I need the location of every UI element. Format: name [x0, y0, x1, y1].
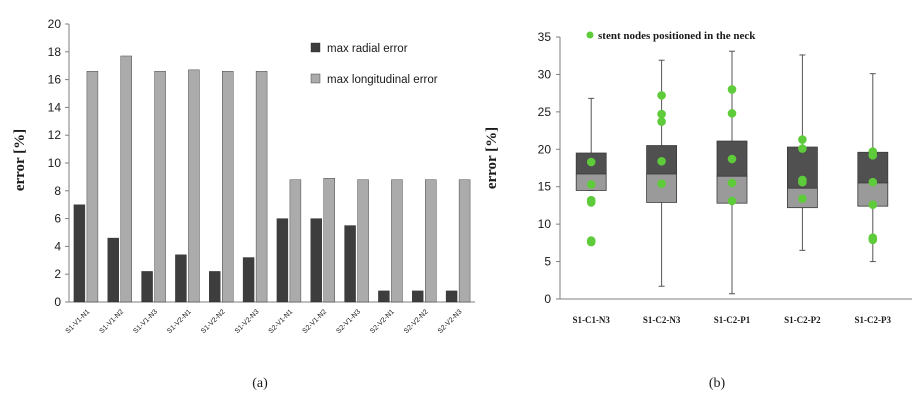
bar-longitudinal-error	[357, 179, 369, 303]
y-tick-label-a: 2	[54, 267, 61, 281]
bar-radial-error	[310, 218, 322, 303]
y-tick-label-b: 25	[538, 105, 552, 119]
bar-radial-error	[242, 257, 255, 303]
stent-node-point	[586, 198, 596, 207]
stent-node-point	[727, 85, 737, 94]
bar-longitudinal-error	[86, 71, 99, 303]
stent-node-point	[798, 144, 807, 153]
y-tick-label-a: 14	[48, 100, 62, 114]
bar-radial-error	[445, 290, 458, 303]
box-lower-quartile	[646, 173, 677, 203]
panel-label-a: (a)	[252, 376, 268, 391]
x-tick-label-b: S1-C2-P1	[714, 315, 751, 325]
bar-longitudinal-error	[154, 71, 166, 303]
bar-longitudinal-error	[120, 55, 132, 303]
stent-node-point	[657, 179, 666, 189]
stent-node-point	[657, 109, 666, 119]
stent-node-point	[798, 177, 807, 187]
y-tick-label-b: 30	[538, 67, 552, 81]
stent-node-point	[727, 196, 737, 206]
bar-radial-error	[276, 218, 289, 303]
y-tick-label-b: 10	[538, 217, 552, 231]
bar-longitudinal-error	[255, 71, 268, 303]
y-tick-label-a: 8	[54, 184, 61, 198]
stent-node-point	[727, 154, 737, 164]
legend-marker-nodes	[586, 31, 594, 39]
stent-node-point	[657, 91, 666, 100]
bar-longitudinal-error	[289, 179, 302, 303]
y-tick-label-b: 35	[538, 30, 552, 44]
stent-node-point	[868, 200, 878, 209]
bar-longitudinal-error	[425, 179, 437, 303]
y-axis-title-b: error [%]	[484, 127, 500, 189]
stent-node-point	[657, 117, 666, 126]
bar-longitudinal-error	[391, 179, 403, 303]
legend-swatch-longitudinal	[310, 73, 321, 84]
stent-node-point	[586, 237, 596, 247]
bar-radial-error	[175, 254, 187, 303]
y-tick-label-a: 16	[48, 73, 62, 87]
y-tick-label-b: 5	[544, 255, 551, 269]
bar-longitudinal-error	[188, 69, 200, 303]
x-tick-label-b: S1-C2-N3	[643, 315, 681, 325]
y-tick-label-a: 6	[54, 212, 61, 226]
y-tick-label-a: 12	[48, 128, 62, 142]
bar-radial-error	[412, 290, 424, 303]
x-tick-label-b: S1-C2-P3	[855, 315, 892, 325]
stent-node-point	[727, 109, 737, 118]
stent-node-point	[868, 177, 878, 187]
stent-node-point	[868, 235, 878, 245]
y-tick-label-a: 0	[54, 295, 61, 309]
y-tick-label-b: 20	[538, 142, 552, 156]
x-tick-label-b: S1-C1-N3	[572, 315, 610, 325]
bar-radial-error	[378, 290, 390, 303]
stent-node-point	[586, 157, 596, 167]
bar-longitudinal-error	[323, 178, 335, 303]
y-tick-label-a: 4	[54, 239, 61, 253]
bar-longitudinal-error	[222, 71, 234, 303]
bar-longitudinal-error	[458, 179, 471, 303]
y-tick-label-b: 0	[544, 292, 551, 306]
y-axis-title-a: error [%]	[12, 129, 28, 191]
stent-node-point	[586, 180, 596, 189]
stent-node-point	[798, 194, 807, 203]
bar-radial-error	[141, 271, 153, 303]
legend-label-nodes: stent nodes positioned in the neck	[598, 30, 756, 42]
bar-radial-error	[73, 204, 86, 303]
y-tick-label-b: 15	[538, 180, 552, 194]
y-tick-label-a: 10	[48, 156, 62, 170]
stent-node-point	[868, 150, 878, 160]
stent-node-point	[657, 156, 666, 166]
y-tick-label-a: 18	[48, 45, 62, 59]
legend-label-longitudinal: max longitudinal error	[327, 74, 438, 86]
bar-radial-error	[209, 271, 221, 303]
bar-radial-error	[107, 237, 119, 303]
legend-swatch-radial	[310, 42, 321, 53]
bar-radial-error	[344, 225, 356, 303]
y-tick-label-a: 20	[48, 17, 62, 31]
stent-node-point	[798, 135, 807, 144]
panel-label-b: (b)	[709, 376, 726, 391]
legend-label-radial: max radial error	[327, 43, 408, 55]
stent-node-point	[727, 178, 737, 188]
x-tick-label-b: S1-C2-P2	[784, 315, 821, 325]
